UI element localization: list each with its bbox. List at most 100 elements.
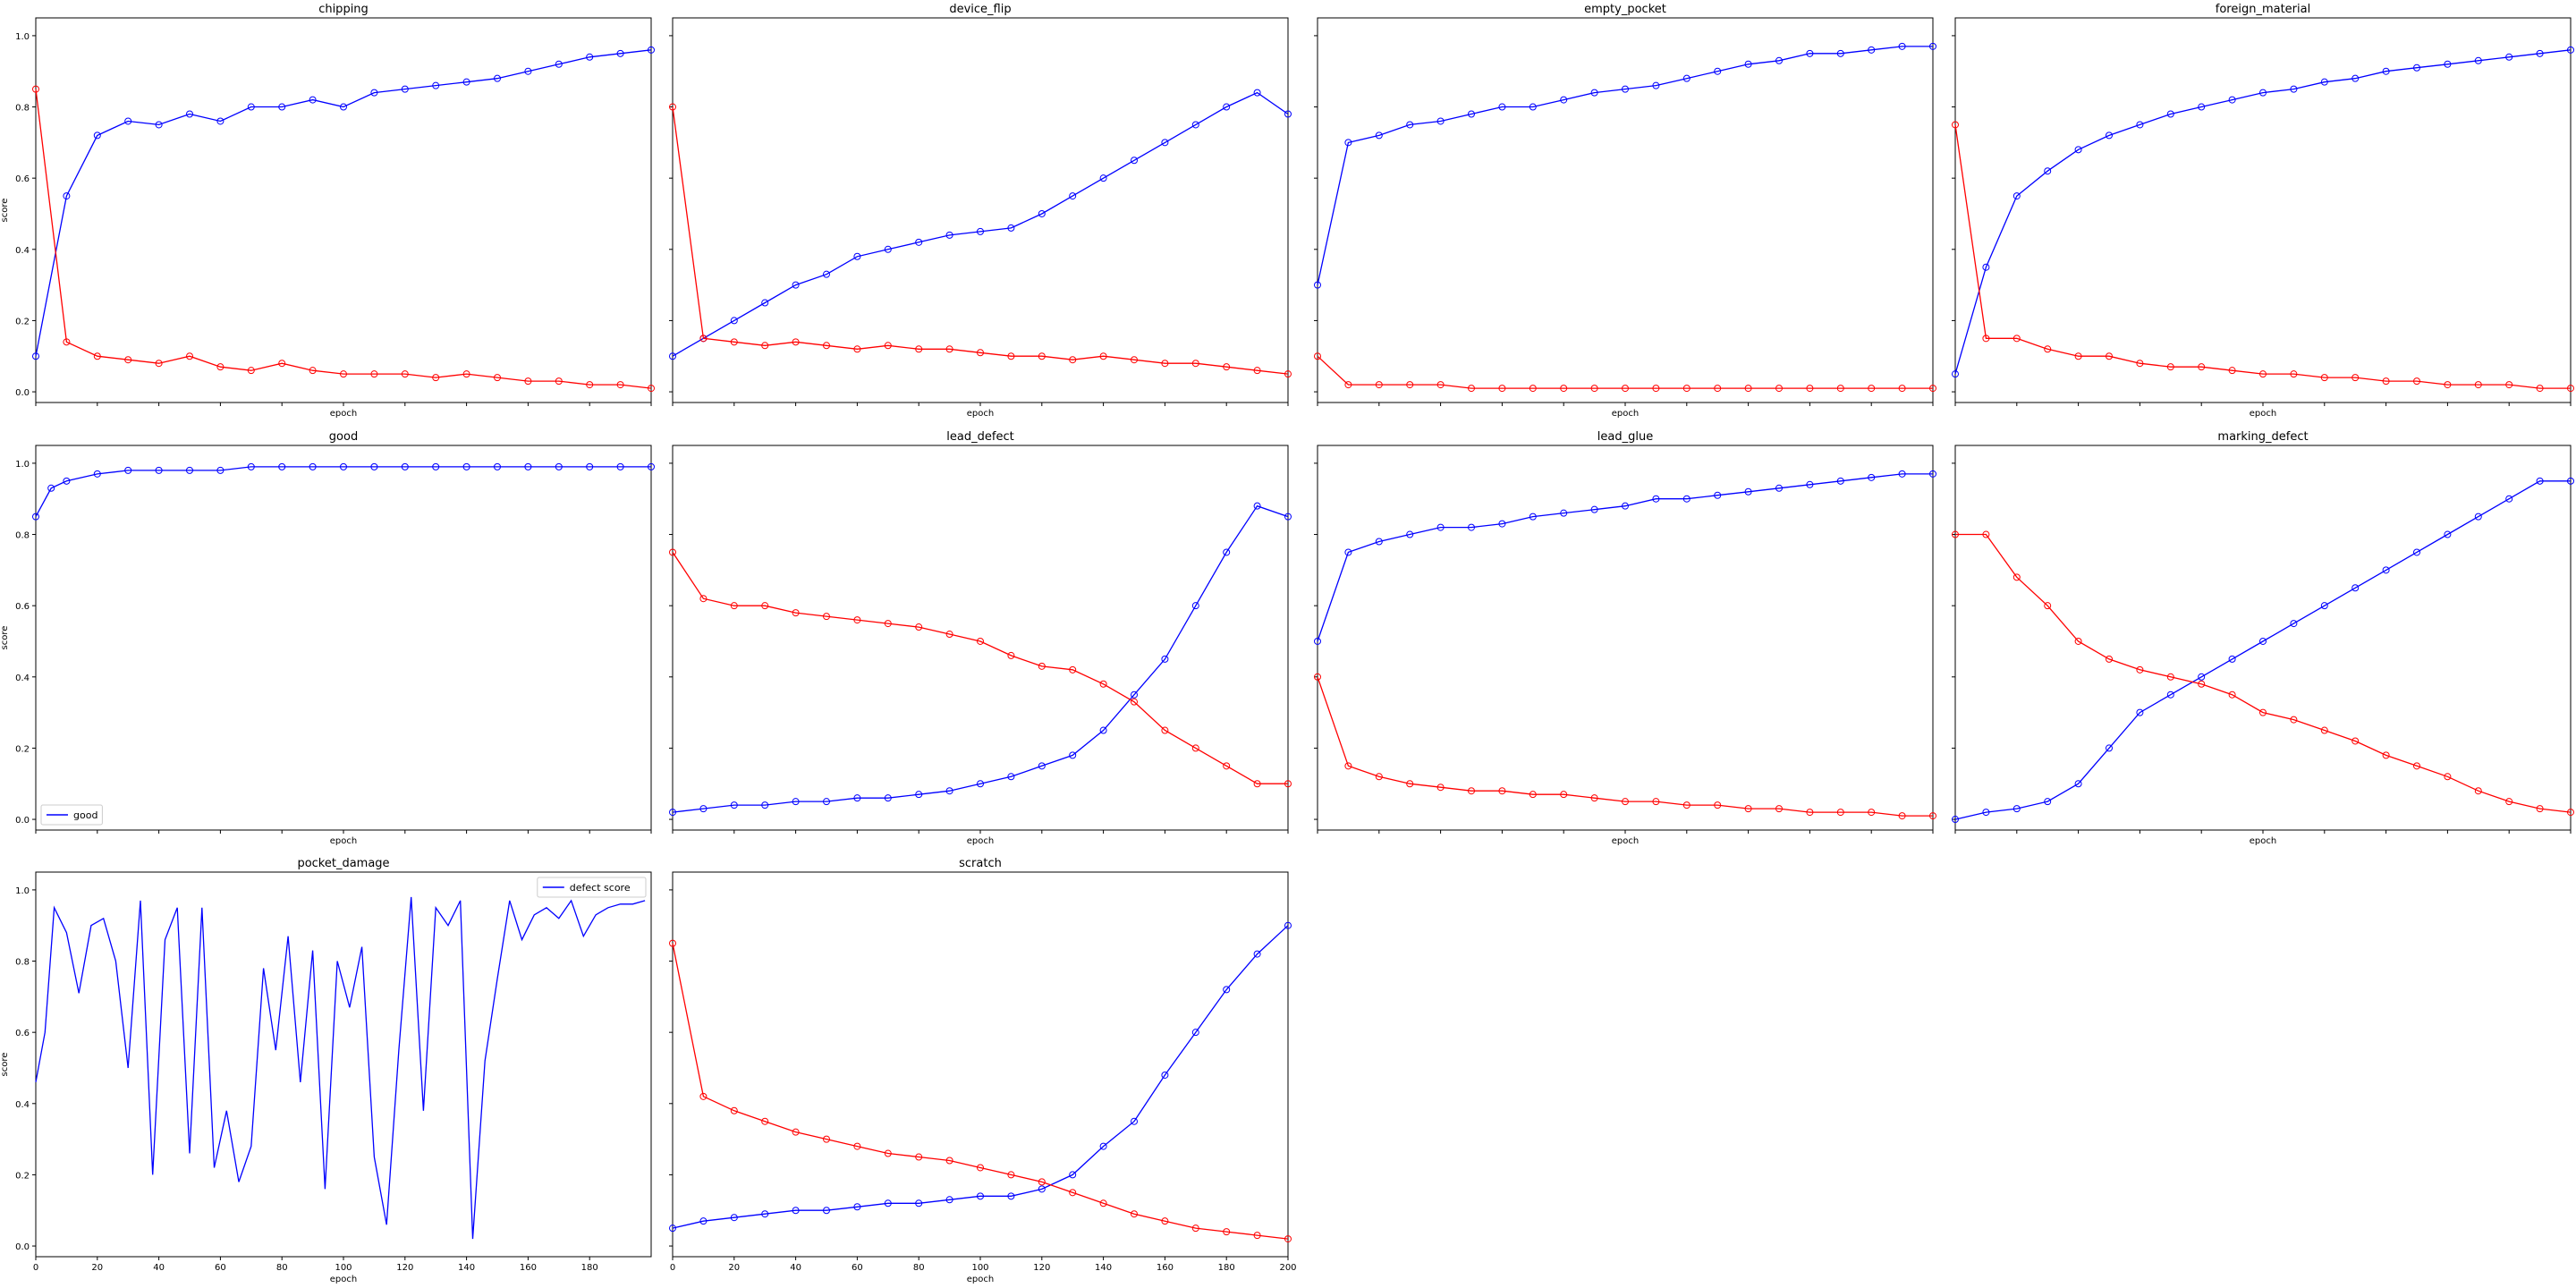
data-point (977, 349, 984, 357)
data-point (1069, 751, 1077, 759)
legend-box (537, 877, 647, 898)
data-point (93, 352, 101, 360)
data-point (792, 281, 800, 289)
data-point (669, 809, 676, 817)
data-point (730, 317, 738, 325)
data-point (853, 345, 861, 353)
data-point (699, 1092, 708, 1100)
data-point (1161, 139, 1169, 147)
data-point (1099, 352, 1107, 360)
data-point (1099, 726, 1107, 734)
data-point (1253, 950, 1261, 958)
data-point (1498, 103, 1506, 111)
data-point (1836, 49, 1844, 57)
data-point (278, 103, 286, 111)
data-point (2136, 121, 2144, 129)
y-axis-label: score (0, 626, 10, 650)
x-tick-label: 20 (728, 1263, 740, 1273)
data-point (2382, 377, 2390, 386)
data-point (63, 338, 71, 346)
data-point (853, 1203, 861, 1211)
data-point (401, 370, 409, 378)
data-point (1253, 502, 1261, 510)
data-point (1007, 224, 1015, 232)
data-point (1868, 809, 1876, 817)
data-point (730, 602, 738, 610)
data-point (1131, 157, 1138, 165)
legend: good (40, 804, 103, 826)
data-point (823, 798, 830, 806)
data-point (1038, 662, 1046, 670)
data-point (2012, 192, 2021, 200)
series-line-red (35, 89, 652, 389)
data-point (2320, 602, 2328, 610)
data-point (401, 85, 409, 93)
y-tick-label: 0.4 (15, 1100, 30, 1110)
data-point (93, 470, 101, 478)
data-point (47, 484, 55, 492)
subplot-good: good 0.0 0.2 0.4 0.6 0.8 1.0 score epoch good (0, 430, 655, 846)
data-point (216, 466, 225, 474)
data-point (2074, 146, 2082, 154)
data-point (247, 103, 255, 111)
x-axis-label: epoch (330, 836, 357, 846)
data-point (1284, 1235, 1292, 1243)
y-tick-label: 0.4 (15, 246, 30, 256)
data-point (1498, 385, 1506, 393)
data-point (1375, 538, 1383, 546)
data-point (977, 1192, 984, 1200)
y-tick-label: 1.0 (15, 460, 30, 470)
data-point (1038, 1185, 1046, 1193)
data-point (1191, 360, 1199, 368)
data-point (1161, 655, 1169, 663)
subplot-title: foreign_material (2216, 3, 2310, 16)
data-point (32, 352, 39, 360)
data-point (699, 335, 708, 343)
data-point (1929, 812, 1936, 820)
data-point (2444, 530, 2452, 538)
data-point (884, 342, 892, 350)
data-point (1406, 780, 1414, 788)
data-point (730, 1106, 738, 1114)
y-tick-label: 0.6 (15, 174, 30, 184)
data-point (2474, 56, 2482, 64)
data-point (1375, 773, 1383, 781)
data-point (462, 370, 470, 378)
data-point (32, 513, 39, 521)
data-point (432, 462, 440, 470)
data-point (2012, 805, 2021, 813)
data-point (155, 360, 163, 368)
data-point (1622, 798, 1629, 806)
data-point (2198, 363, 2206, 371)
data-point (1436, 784, 1445, 792)
y-tick-label: 0.8 (15, 104, 30, 114)
data-point (2567, 385, 2574, 393)
data-point (853, 1142, 861, 1150)
data-point (1131, 691, 1138, 699)
data-point (1099, 1199, 1107, 1208)
y-tick-label: 0.4 (15, 674, 30, 683)
data-point (370, 370, 378, 378)
y-tick-label: 0.8 (15, 531, 30, 541)
legend-label: defect score (570, 882, 631, 894)
data-point (730, 338, 738, 346)
y-tick-label: 1.0 (15, 32, 30, 42)
data-point (1952, 370, 1959, 378)
data-point (309, 462, 317, 470)
data-point (699, 805, 708, 813)
x-tick-label: 200 (1279, 1263, 1296, 1273)
data-point (1038, 352, 1046, 360)
subplot-scratch: scratch 0 20 40 60 80 100 120 140 160 180 200 epoch (669, 857, 1297, 1284)
data-point (1191, 1029, 1199, 1037)
data-point (2351, 374, 2360, 382)
data-point (2382, 67, 2390, 75)
x-tick-label: 180 (1218, 1263, 1235, 1273)
data-point (2320, 78, 2328, 86)
data-point (915, 623, 923, 631)
data-point (853, 252, 861, 260)
data-point (669, 352, 676, 360)
data-point (1498, 787, 1506, 795)
data-point (1652, 798, 1660, 806)
data-point (1529, 513, 1537, 521)
